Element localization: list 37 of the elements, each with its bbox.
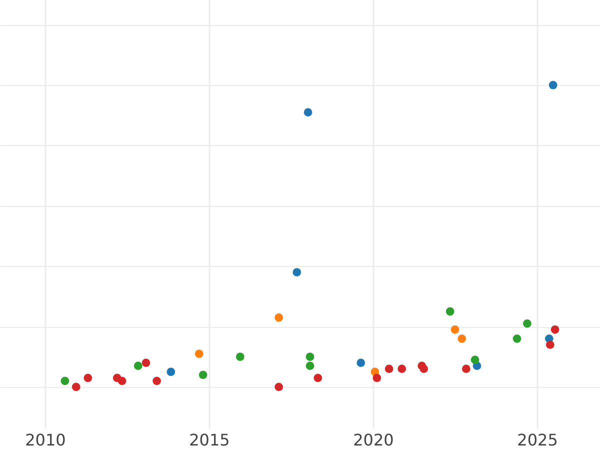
point (314, 374, 322, 382)
point (384, 364, 394, 374)
x-tick-label: 2020 (353, 430, 394, 450)
point (198, 370, 208, 380)
point (194, 350, 204, 358)
point (274, 382, 284, 392)
x-tick-label: 2025 (517, 430, 558, 450)
point (550, 325, 560, 334)
point (356, 358, 366, 367)
point (398, 364, 406, 374)
point (522, 319, 532, 328)
point (462, 364, 470, 374)
point (166, 368, 176, 376)
point (134, 362, 142, 370)
point (512, 334, 522, 343)
point (274, 313, 284, 322)
point (304, 108, 312, 116)
point (142, 358, 150, 367)
x-tick-label: 2015 (189, 430, 230, 450)
x-tick-label: 2010 (25, 430, 66, 450)
point (118, 376, 126, 386)
point (152, 376, 161, 386)
point (546, 340, 554, 349)
point (420, 364, 428, 374)
point (306, 352, 314, 361)
point (446, 307, 454, 316)
point (236, 352, 244, 361)
point (72, 382, 80, 392)
point (548, 80, 558, 90)
point (458, 334, 466, 343)
point (84, 374, 92, 382)
point (450, 325, 460, 334)
point (60, 376, 70, 386)
point (470, 356, 480, 364)
point (306, 362, 314, 370)
point (292, 268, 302, 276)
point (372, 374, 382, 382)
